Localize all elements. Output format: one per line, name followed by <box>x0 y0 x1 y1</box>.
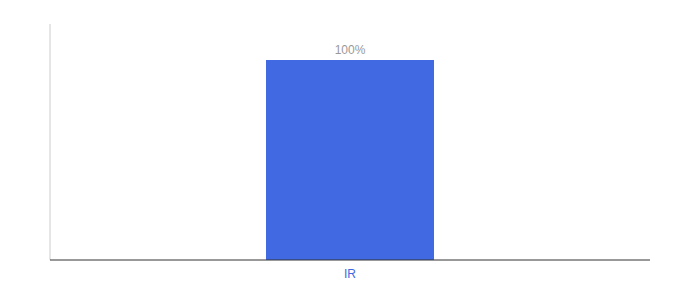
x-axis-line <box>50 260 650 261</box>
bars <box>266 60 434 260</box>
x-tick-label: IR <box>344 267 356 281</box>
chart-svg: IR 100% <box>0 0 680 300</box>
chart-container: IR 100% <box>0 0 680 300</box>
bar <box>266 60 434 260</box>
data-label: 100% <box>335 43 366 57</box>
y-axis-line <box>50 24 51 260</box>
